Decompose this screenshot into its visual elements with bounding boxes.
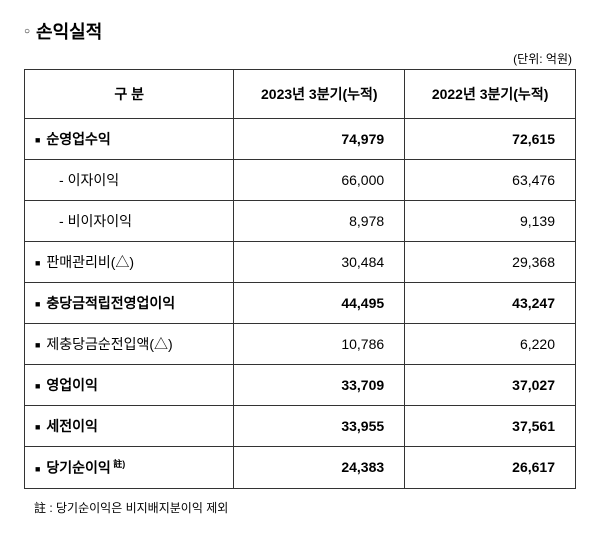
- table-row: ■ 충당금적립전영업이익44,49543,247: [25, 283, 576, 324]
- row-label: ■ 세전이익: [25, 406, 234, 447]
- row-label: ■ 충당금적립전영업이익: [25, 283, 234, 324]
- row-label-text: 제충당금순전입액(△): [46, 336, 172, 352]
- row-label-text: 당기순이익: [46, 460, 110, 476]
- row-value-period2: 9,139: [405, 201, 576, 242]
- table-row: ■ 판매관리비(△)30,48429,368: [25, 242, 576, 283]
- row-value-period1: 10,786: [234, 324, 405, 365]
- row-label-text: 세전이익: [46, 418, 98, 434]
- row-bullet-icon: ■: [35, 258, 40, 268]
- table-row: ■ 제충당금순전입액(△)10,7866,220: [25, 324, 576, 365]
- row-label: ■ 제충당금순전입액(△): [25, 324, 234, 365]
- table-row: ■ 세전이익33,95537,561: [25, 406, 576, 447]
- footnote: 註 : 당기순이익은 비지배지분이익 제외: [24, 489, 576, 516]
- header-period2: 2022년 3분기(누적): [405, 70, 576, 119]
- row-label: - 비이자이익: [25, 201, 234, 242]
- row-value-period2: 26,617: [405, 447, 576, 489]
- row-bullet-icon: ■: [35, 381, 40, 391]
- row-value-period2: 37,027: [405, 365, 576, 406]
- header-category: 구 분: [25, 70, 234, 119]
- row-label: ■ 영업이익: [25, 365, 234, 406]
- table-header-row: 구 분 2023년 3분기(누적) 2022년 3분기(누적): [25, 70, 576, 119]
- row-value-period1: 33,955: [234, 406, 405, 447]
- row-value-period2: 37,561: [405, 406, 576, 447]
- row-bullet-icon: ■: [35, 464, 40, 474]
- row-bullet-icon: ■: [35, 299, 40, 309]
- unit-label: (단위: 억원): [24, 50, 576, 67]
- row-label-text: 영업이익: [46, 377, 98, 393]
- row-label: ■ 당기순이익 註): [25, 447, 234, 489]
- row-value-period2: 72,615: [405, 119, 576, 160]
- row-value-period2: 6,220: [405, 324, 576, 365]
- table-row: ■ 순영업수익74,97972,615: [25, 119, 576, 160]
- row-label-text: 순영업수익: [46, 131, 110, 147]
- row-label: - 이자이익: [25, 160, 234, 201]
- row-label: ■ 순영업수익: [25, 119, 234, 160]
- row-bullet-icon: ■: [35, 422, 40, 432]
- row-label: ■ 판매관리비(△): [25, 242, 234, 283]
- row-value-period2: 63,476: [405, 160, 576, 201]
- row-label-text: 판매관리비(△): [46, 254, 134, 270]
- row-value-period1: 66,000: [234, 160, 405, 201]
- income-statement-table: 구 분 2023년 3분기(누적) 2022년 3분기(누적) ■ 순영업수익7…: [24, 69, 576, 489]
- row-value-period1: 8,978: [234, 201, 405, 242]
- title-bullet: ○: [24, 26, 30, 37]
- table-row: - 비이자이익8,9789,139: [25, 201, 576, 242]
- row-value-period1: 30,484: [234, 242, 405, 283]
- row-bullet-icon: ■: [35, 135, 40, 145]
- row-label-text: 충당금적립전영업이익: [46, 295, 175, 311]
- row-value-period1: 33,709: [234, 365, 405, 406]
- row-value-period1: 44,495: [234, 283, 405, 324]
- row-value-period1: 24,383: [234, 447, 405, 489]
- row-label-text: 이자이익: [68, 172, 120, 188]
- table-row: ■ 영업이익33,70937,027: [25, 365, 576, 406]
- title-text: 손익실적: [36, 18, 102, 44]
- table-row: - 이자이익66,00063,476: [25, 160, 576, 201]
- row-label-text: 비이자이익: [68, 213, 132, 229]
- row-value-period1: 74,979: [234, 119, 405, 160]
- header-period1: 2023년 3분기(누적): [234, 70, 405, 119]
- row-superscript: 註): [111, 459, 126, 469]
- row-value-period2: 29,368: [405, 242, 576, 283]
- row-bullet-icon: ■: [35, 340, 40, 350]
- table-row: ■ 당기순이익 註)24,38326,617: [25, 447, 576, 489]
- row-value-period2: 43,247: [405, 283, 576, 324]
- section-title: ○ 손익실적: [24, 18, 576, 44]
